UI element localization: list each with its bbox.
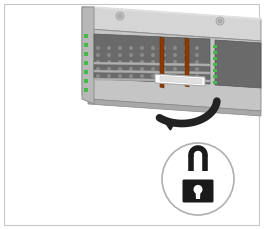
Circle shape	[96, 60, 100, 64]
Circle shape	[140, 60, 144, 64]
Polygon shape	[185, 38, 189, 87]
Circle shape	[151, 67, 155, 71]
Circle shape	[173, 53, 177, 57]
Bar	[213, 51, 217, 54]
Polygon shape	[94, 78, 210, 82]
Polygon shape	[215, 40, 261, 88]
Circle shape	[118, 60, 122, 64]
Circle shape	[184, 46, 188, 50]
Circle shape	[162, 67, 166, 71]
Polygon shape	[155, 74, 205, 86]
Circle shape	[162, 46, 166, 50]
Circle shape	[118, 46, 122, 50]
Circle shape	[118, 74, 122, 78]
Polygon shape	[88, 99, 261, 116]
Polygon shape	[82, 7, 94, 104]
Circle shape	[184, 60, 188, 64]
Circle shape	[151, 74, 155, 78]
Circle shape	[184, 53, 188, 57]
Circle shape	[173, 74, 177, 78]
Circle shape	[216, 17, 224, 25]
Circle shape	[107, 46, 111, 50]
Circle shape	[184, 67, 188, 71]
Circle shape	[162, 74, 166, 78]
Circle shape	[173, 67, 177, 71]
Bar	[213, 75, 217, 78]
Polygon shape	[160, 37, 164, 88]
Bar	[213, 45, 217, 48]
Circle shape	[184, 74, 188, 78]
Bar	[84, 61, 88, 65]
Polygon shape	[88, 7, 261, 41]
Circle shape	[129, 74, 133, 78]
FancyBboxPatch shape	[182, 180, 214, 202]
Circle shape	[162, 53, 166, 57]
Bar	[213, 57, 217, 60]
Circle shape	[129, 46, 133, 50]
Circle shape	[151, 53, 155, 57]
Circle shape	[194, 185, 202, 194]
Circle shape	[129, 67, 133, 71]
Polygon shape	[94, 62, 210, 66]
Circle shape	[129, 60, 133, 64]
Circle shape	[162, 143, 234, 215]
Circle shape	[151, 46, 155, 50]
Circle shape	[96, 53, 100, 57]
Circle shape	[96, 46, 100, 50]
Bar	[84, 88, 88, 92]
Polygon shape	[82, 7, 88, 99]
Circle shape	[140, 67, 144, 71]
Circle shape	[151, 60, 155, 64]
Polygon shape	[94, 70, 210, 74]
Circle shape	[118, 67, 122, 71]
Circle shape	[118, 14, 122, 18]
Bar	[84, 52, 88, 56]
Circle shape	[96, 74, 100, 78]
Bar	[213, 69, 217, 72]
Polygon shape	[196, 190, 200, 199]
Circle shape	[195, 53, 199, 57]
Circle shape	[129, 53, 133, 57]
Bar	[84, 34, 88, 38]
Circle shape	[96, 67, 100, 71]
Bar	[84, 43, 88, 47]
Circle shape	[218, 19, 222, 23]
Bar	[213, 63, 217, 66]
Circle shape	[116, 12, 124, 20]
Circle shape	[195, 67, 199, 71]
Bar	[213, 81, 217, 84]
Circle shape	[140, 46, 144, 50]
Circle shape	[107, 67, 111, 71]
Circle shape	[162, 60, 166, 64]
Bar	[84, 70, 88, 74]
Circle shape	[195, 46, 199, 50]
Polygon shape	[160, 76, 202, 84]
Polygon shape	[88, 29, 261, 111]
Circle shape	[195, 74, 199, 78]
Polygon shape	[94, 34, 210, 84]
Circle shape	[195, 60, 199, 64]
Circle shape	[140, 53, 144, 57]
Circle shape	[107, 74, 111, 78]
Circle shape	[173, 46, 177, 50]
Circle shape	[140, 74, 144, 78]
Circle shape	[118, 53, 122, 57]
Bar	[84, 79, 88, 83]
Circle shape	[107, 53, 111, 57]
Circle shape	[107, 60, 111, 64]
Circle shape	[173, 60, 177, 64]
